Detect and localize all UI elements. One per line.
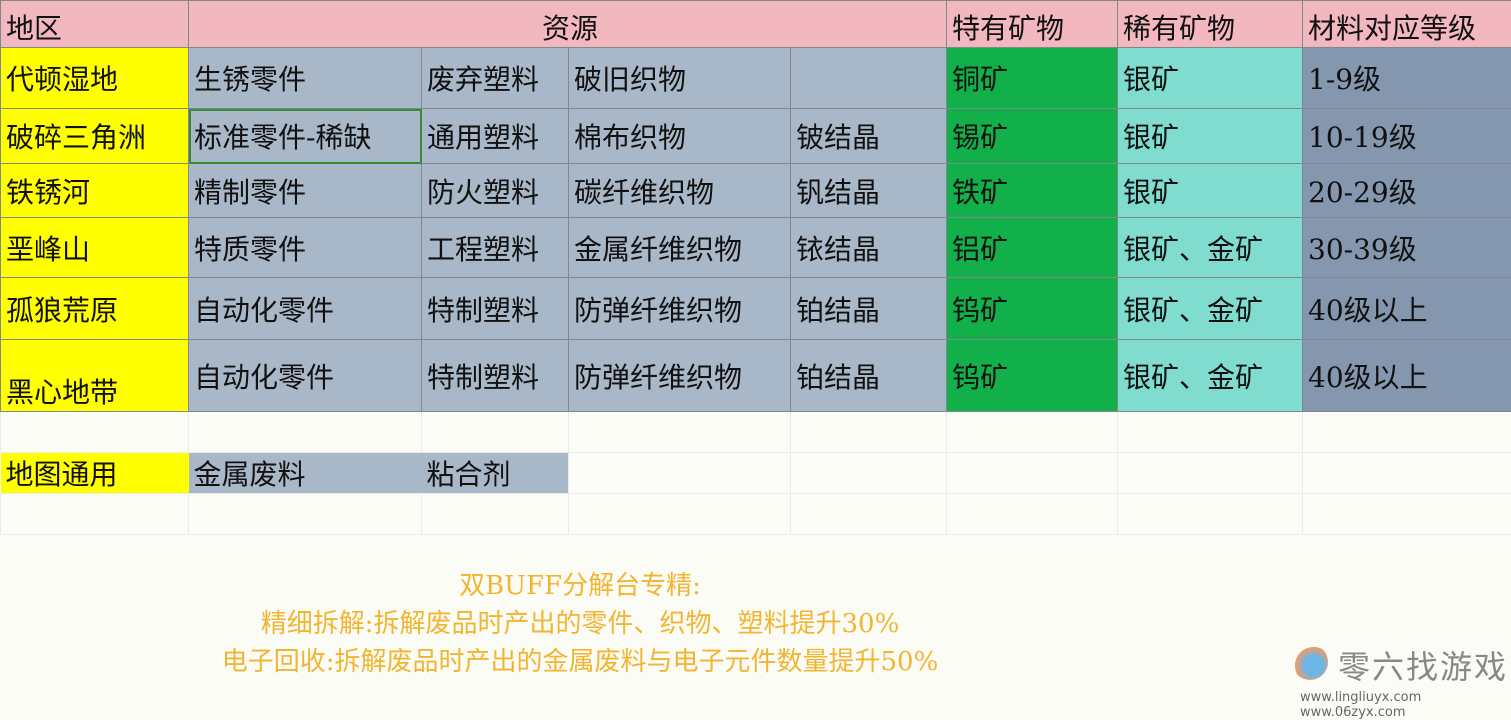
header-rare: 稀有矿物 [1118,1,1303,48]
cell-r2: 防火塑料 [422,164,569,218]
cell-r2: 特制塑料 [422,278,569,340]
cell-special: 钨矿 [947,340,1118,412]
buff-note: 双BUFF分解台专精: 精细拆解:拆解废品时产出的零件、织物、塑料提升30% 电… [0,567,1160,681]
cell-level: 40级以上 [1303,278,1511,340]
common-row: 地图通用 金属废料 粘合剂 [1,453,1511,494]
header-special: 特有矿物 [947,1,1118,48]
cell-level: 30-39级 [1303,218,1511,278]
common-resource-1: 金属废料 [189,453,422,494]
cell-r4: 铂结晶 [791,340,947,412]
note-title: 双BUFF分解台专精: [0,567,1160,605]
watermark: 零六找游戏 www.lingliuyx.com www.06zyx.com [1290,642,1511,720]
cell-special: 锡矿 [947,109,1118,164]
cell-r4 [791,48,947,109]
cell-r1: 生锈零件 [189,48,422,109]
cell-special: 钨矿 [947,278,1118,340]
cell-level: 20-29级 [1303,164,1511,218]
cell-r4: 铱结晶 [791,218,947,278]
cell-r1: 特质零件 [189,218,422,278]
cell-special: 铜矿 [947,48,1118,109]
cell-region: 孤狼荒原 [1,278,189,340]
cell-rare: 银矿、金矿 [1118,218,1303,278]
cell-r4: 铍结晶 [791,109,947,164]
cell-r3: 防弹纤维织物 [569,278,791,340]
cell-r1: 标准零件-稀缺 [189,109,422,164]
cell-r2: 特制塑料 [422,340,569,412]
header-region: 地区 [1,1,189,48]
cell-rare: 银矿、金矿 [1118,278,1303,340]
common-resource-2: 粘合剂 [422,453,569,494]
header-row: 地区 资源 特有矿物 稀有矿物 材料对应等级 [1,1,1511,48]
cell-level: 1-9级 [1303,48,1511,109]
cell-region: 垩峰山 [1,218,189,278]
cell-r1: 自动化零件 [189,340,422,412]
cell-level: 10-19级 [1303,109,1511,164]
header-resources: 资源 [189,1,947,48]
cell-r3: 破旧织物 [569,48,791,109]
cell-region: 代顿湿地 [1,48,189,109]
common-label: 地图通用 [1,453,189,494]
cell-special: 铁矿 [947,164,1118,218]
cell-r1: 精制零件 [189,164,422,218]
cell-level: 40级以上 [1303,340,1511,412]
cell-region: 黑心地带 [1,340,189,412]
cell-region: 铁锈河 [1,164,189,218]
resource-table: 地区 资源 特有矿物 稀有矿物 材料对应等级 代顿湿地生锈零件废弃塑料破旧织物 铜… [0,0,1511,535]
cell-r1: 自动化零件 [189,278,422,340]
cell-r2: 工程塑料 [422,218,569,278]
cell-r2: 废弃塑料 [422,48,569,109]
header-level: 材料对应等级 [1303,1,1511,48]
cell-region: 破碎三角洲 [1,109,189,164]
cell-r4: 钒结晶 [791,164,947,218]
watermark-urls: www.lingliuyx.com www.06zyx.com [1290,690,1511,720]
cell-r3: 金属纤维织物 [569,218,791,278]
note-line-2: 电子回收:拆解废品时产出的金属废料与电子元件数量提升50% [0,643,1160,681]
cell-rare: 银矿 [1118,164,1303,218]
logo-icon [1292,644,1328,680]
note-line-1: 精细拆解:拆解废品时产出的零件、织物、塑料提升30% [0,605,1160,643]
cell-special: 铝矿 [947,218,1118,278]
cell-r3: 碳纤维织物 [569,164,791,218]
cell-rare: 银矿、金矿 [1118,340,1303,412]
cell-rare: 银矿 [1118,109,1303,164]
cell-r4: 铂结晶 [791,278,947,340]
cell-rare: 银矿 [1118,48,1303,109]
cell-r3: 防弹纤维织物 [569,340,791,412]
cell-r2: 通用塑料 [422,109,569,164]
cell-r3: 棉布织物 [569,109,791,164]
